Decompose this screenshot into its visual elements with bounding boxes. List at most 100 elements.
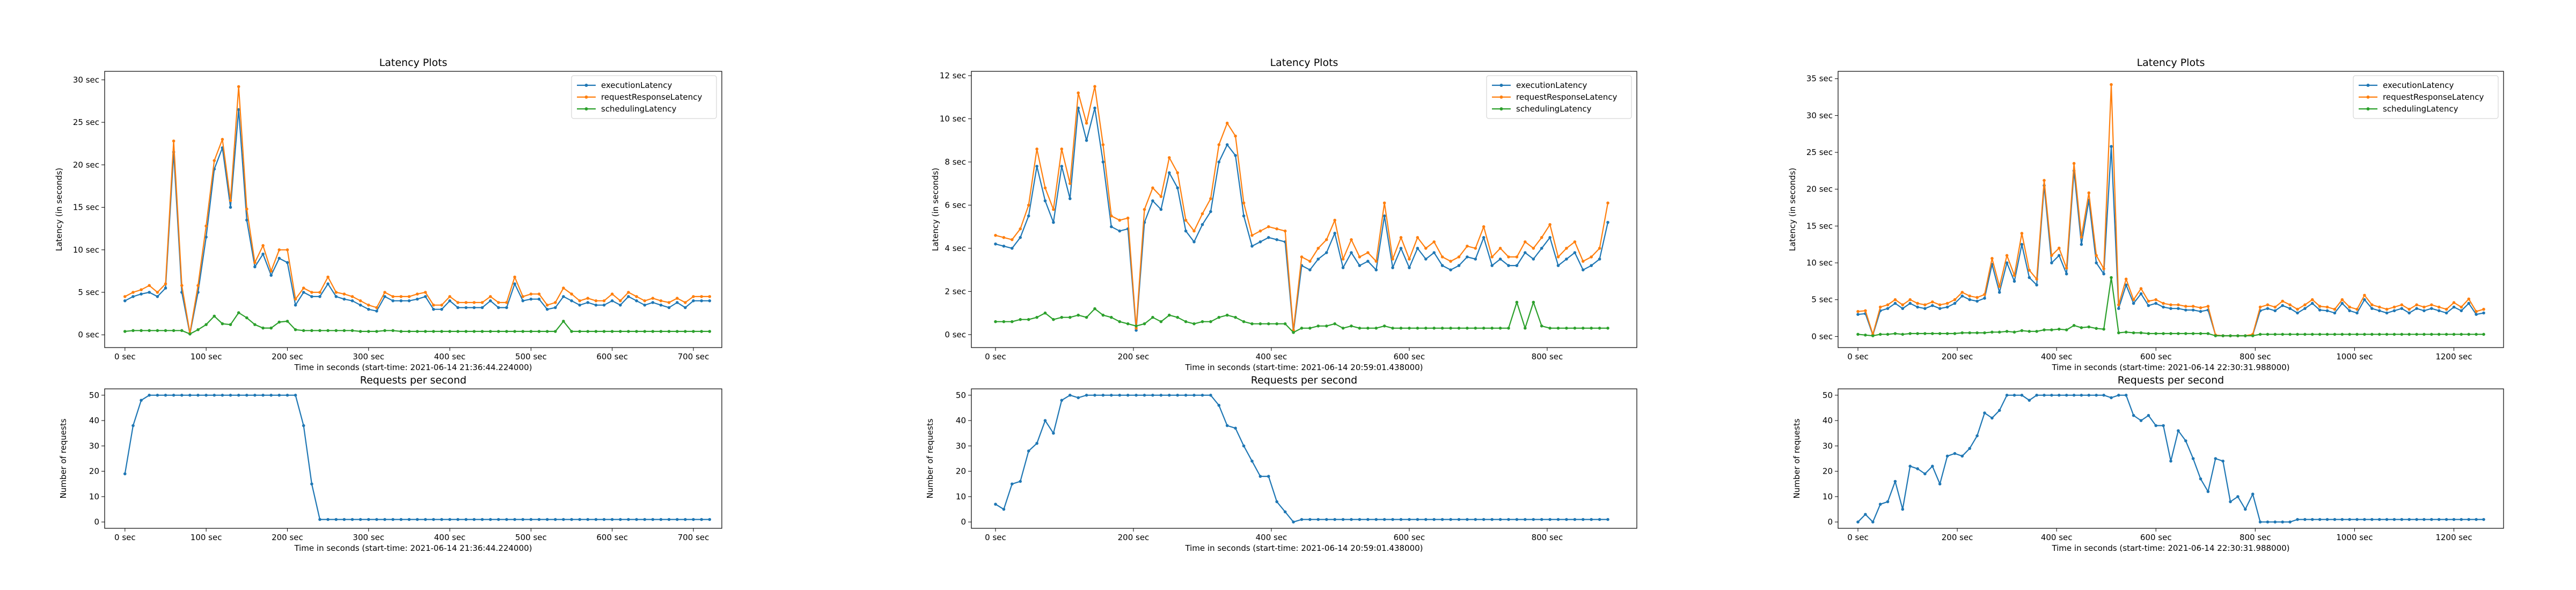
data-point [277,248,281,252]
data-point [2117,303,2120,307]
data-point [2407,518,2411,521]
data-point [1176,171,1179,174]
data-point [1901,307,1905,310]
data-point [651,518,655,521]
data-point [1440,327,1444,330]
data-point [1590,327,1593,330]
x-tick-label: 400 sec [434,352,466,362]
data-point [1242,444,1246,448]
data-point [1457,518,1461,521]
data-point [253,265,257,269]
data-point [383,329,386,333]
data-point [2318,308,2322,312]
data-point [221,394,224,397]
data-point [2124,394,2128,397]
x-tick-label: 600 sec [596,533,628,542]
data-point [2407,307,2411,311]
data-point [1350,518,1353,521]
data-point [659,518,663,521]
data-point [1856,520,1860,523]
data-point [1350,251,1353,254]
data-point [1440,255,1444,259]
legend-marker [1499,107,1503,110]
data-point [578,299,581,303]
data-point [1598,327,1601,330]
data-point [310,482,313,486]
data-point [1990,257,1994,260]
data-point [1333,518,1336,521]
data-point [1565,257,1568,261]
data-point [1192,240,1196,244]
data-point [456,518,459,521]
data-point [399,299,403,303]
data-point [700,299,703,303]
data-point [1308,260,1312,263]
data-point [310,329,313,333]
x-tick-label: 0 sec [985,352,1006,362]
data-point [2087,394,2091,397]
data-point [464,330,468,333]
data-point [1168,394,1171,397]
data-point [708,295,712,298]
data-point [2087,191,2091,195]
y-axis-label: Number of requests [925,418,935,498]
data-point [2058,246,2061,250]
x-tick-label: 400 sec [2041,352,2073,362]
data-point [2012,274,2016,277]
data-point [1449,518,1452,521]
data-point [318,295,321,298]
data-point [188,332,192,336]
x-tick-label: 0 sec [114,533,136,542]
data-point [2065,266,2068,270]
data-point [1209,320,1212,323]
data-point [2266,303,2270,307]
chart-6: Requests per second 0 sec 200 sec 400 sec 60… [1792,374,2504,553]
chart-3: Latency Plots 0 sec 200 sec 400 sec 600 sec 8… [1788,57,2504,372]
data-point [676,330,679,333]
data-point [2333,518,2337,521]
data-point [1019,480,1022,483]
data-point [586,301,590,304]
data-point [1515,255,1519,259]
data-point [537,297,541,301]
data-point [1983,331,1986,335]
y-tick-label: 6 sec [945,200,966,210]
data-point [204,224,208,228]
data-point [1507,518,1510,521]
data-point [2363,518,2366,521]
data-point [2370,333,2374,336]
y-tick-label: 0 sec [1811,331,1833,341]
data-point [619,330,622,333]
data-point [2415,307,2418,310]
legend-marker [1499,95,1503,99]
data-point [1474,247,1477,250]
y-tick-label: 5 sec [1811,295,1833,305]
data-point [302,286,305,290]
data-point [2445,333,2448,336]
data-point [1118,218,1122,222]
data-point [667,306,671,309]
data-point [1350,324,1353,328]
data-point [342,297,346,301]
data-point [1457,264,1461,267]
data-point [643,330,647,333]
data-point [1432,327,1436,330]
data-point [1908,332,1912,335]
data-point [684,518,687,521]
data-point [1234,315,1237,319]
data-point [994,320,997,323]
data-point [1341,518,1345,521]
data-point [578,304,581,307]
data-point [2348,309,2351,313]
data-point [2169,303,2172,307]
data-point [1192,394,1196,397]
data-point [1250,234,1254,237]
data-point [2110,276,2113,279]
data-point [148,329,151,333]
data-point [578,330,581,333]
data-point [586,297,590,300]
data-point [423,291,427,294]
data-point [2154,424,2157,427]
data-point [619,304,622,307]
data-point [1548,518,1552,521]
